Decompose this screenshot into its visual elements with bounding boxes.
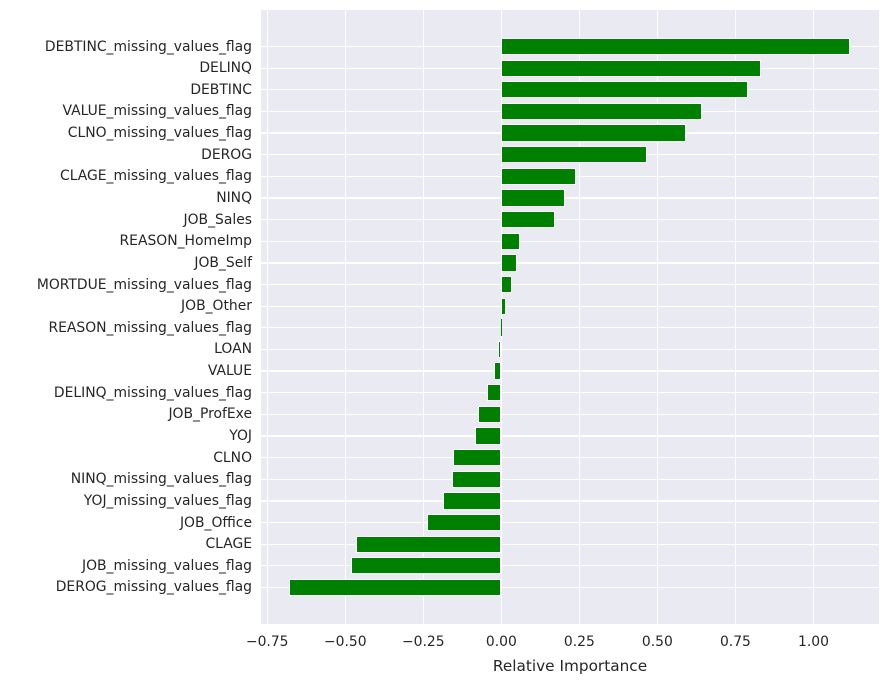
bar-NINQ_missing_values_flag bbox=[452, 470, 502, 488]
bar-CLAGE bbox=[355, 535, 502, 553]
plot-area bbox=[261, 10, 879, 624]
gridline-horizontal bbox=[261, 262, 879, 264]
bar-MORTDUE_missing_values_flag bbox=[501, 275, 512, 294]
y-tick-label: CLNO bbox=[213, 449, 252, 466]
y-tick-label: DEBTINC bbox=[190, 81, 252, 98]
y-tick-label: CLAGE_missing_values_flag bbox=[60, 168, 252, 185]
y-tick-label: MORTDUE_missing_values_flag bbox=[36, 276, 252, 293]
gridline-vertical bbox=[266, 10, 268, 624]
bar-JOB_Office bbox=[427, 513, 502, 532]
bar-JOB_ProfExe bbox=[477, 405, 502, 423]
x-tick-label: −0.50 bbox=[323, 634, 367, 650]
bar-NINQ bbox=[501, 189, 565, 207]
gridline-horizontal bbox=[261, 348, 879, 351]
gridline-horizontal bbox=[261, 370, 879, 372]
bar-DEROG bbox=[501, 146, 647, 164]
y-tick-label: JOB_Office bbox=[179, 514, 252, 531]
x-tick-label: 1.00 bbox=[797, 634, 829, 650]
gridline-horizontal bbox=[261, 586, 879, 589]
y-tick-label: DEROG bbox=[201, 146, 252, 163]
y-tick-label: CLNO_missing_values_flag bbox=[67, 125, 252, 142]
bar-JOB_Self bbox=[501, 254, 517, 272]
y-tick-label: DEBTINC_missing_values_flag bbox=[44, 38, 252, 55]
gridline-horizontal bbox=[261, 197, 879, 199]
bar-DEBTINC bbox=[501, 81, 748, 99]
gridline-horizontal bbox=[261, 327, 879, 329]
bar-CLNO bbox=[453, 448, 502, 467]
bar-JOB_missing_values_flag bbox=[351, 557, 502, 575]
bar-YOJ_missing_values_flag bbox=[442, 492, 502, 510]
y-tick-label: NINQ bbox=[216, 190, 252, 206]
x-axis-title: Relative Importance bbox=[492, 657, 648, 675]
y-tick-label: JOB_Self bbox=[194, 254, 252, 271]
gridline-horizontal bbox=[261, 305, 879, 307]
gridline-vertical bbox=[578, 10, 581, 624]
bar-VALUE bbox=[493, 362, 502, 380]
y-tick-label: DELINQ bbox=[199, 60, 252, 77]
x-tick-label: −0.75 bbox=[245, 634, 289, 650]
gridline-horizontal bbox=[261, 413, 879, 415]
y-tick-label: DEROG_missing_values_flag bbox=[55, 579, 252, 596]
gridline-horizontal bbox=[261, 478, 879, 480]
y-tick-label: REASON_HomeImp bbox=[119, 233, 252, 250]
bar-REASON_HomeImp bbox=[501, 232, 521, 250]
gridline-horizontal bbox=[261, 283, 879, 286]
bar-VALUE_missing_values_flag bbox=[501, 102, 703, 121]
gridline-horizontal bbox=[261, 218, 879, 221]
bar-YOJ bbox=[474, 427, 502, 445]
y-tick-label: VALUE bbox=[207, 363, 252, 380]
x-tick-label: 0.75 bbox=[719, 634, 751, 650]
y-tick-label: LOAN bbox=[214, 341, 252, 358]
gridline-horizontal bbox=[261, 565, 879, 567]
y-tick-label: REASON_missing_values_flag bbox=[48, 319, 252, 336]
gridline-horizontal bbox=[261, 240, 879, 242]
gridline-vertical bbox=[500, 10, 503, 624]
x-tick-label: 0.25 bbox=[563, 634, 595, 650]
y-tick-label: JOB_Sales bbox=[183, 211, 252, 228]
bar-DEROG_missing_values_flag bbox=[289, 578, 502, 597]
bar-JOB_Sales bbox=[501, 210, 555, 229]
y-tick-label: YOJ_missing_values_flag bbox=[83, 492, 252, 509]
x-tick-label: 0.50 bbox=[641, 634, 673, 650]
gridline-horizontal bbox=[261, 521, 879, 524]
x-tick-label: −0.25 bbox=[402, 634, 445, 650]
bar-DELINQ_missing_values_flag bbox=[486, 384, 502, 402]
y-tick-label: JOB_ProfExe bbox=[168, 406, 252, 423]
y-tick-label: YOJ bbox=[229, 427, 252, 444]
bar-JOB_Other bbox=[501, 297, 507, 315]
bar-CLAGE_missing_values_flag bbox=[501, 167, 576, 186]
y-tick-label: DELINQ_missing_values_flag bbox=[53, 384, 252, 401]
gridline-horizontal bbox=[261, 392, 879, 394]
gridline-horizontal bbox=[261, 500, 879, 502]
gridline-horizontal bbox=[261, 543, 879, 545]
gridline-horizontal bbox=[261, 456, 879, 459]
gridline-vertical bbox=[422, 10, 424, 624]
y-tick-label: CLAGE bbox=[205, 536, 252, 553]
x-tick-label: 0.00 bbox=[485, 634, 517, 650]
bar-CLNO_missing_values_flag bbox=[501, 124, 687, 142]
bar-DEBTINC_missing_values_flag bbox=[501, 37, 851, 56]
y-tick-label: VALUE_missing_values_flag bbox=[62, 103, 252, 120]
bar-DELINQ bbox=[501, 59, 762, 77]
y-tick-label: JOB_missing_values_flag bbox=[82, 557, 252, 574]
gridline-vertical bbox=[734, 10, 737, 624]
gridline-vertical bbox=[344, 10, 346, 624]
gridline-vertical bbox=[656, 10, 659, 624]
y-tick-label: NINQ_missing_values_flag bbox=[70, 471, 252, 488]
y-tick-label: JOB_Other bbox=[181, 298, 252, 315]
gridline-horizontal bbox=[261, 435, 879, 437]
gridline-vertical bbox=[812, 10, 815, 624]
bar-LOAN bbox=[497, 340, 502, 359]
